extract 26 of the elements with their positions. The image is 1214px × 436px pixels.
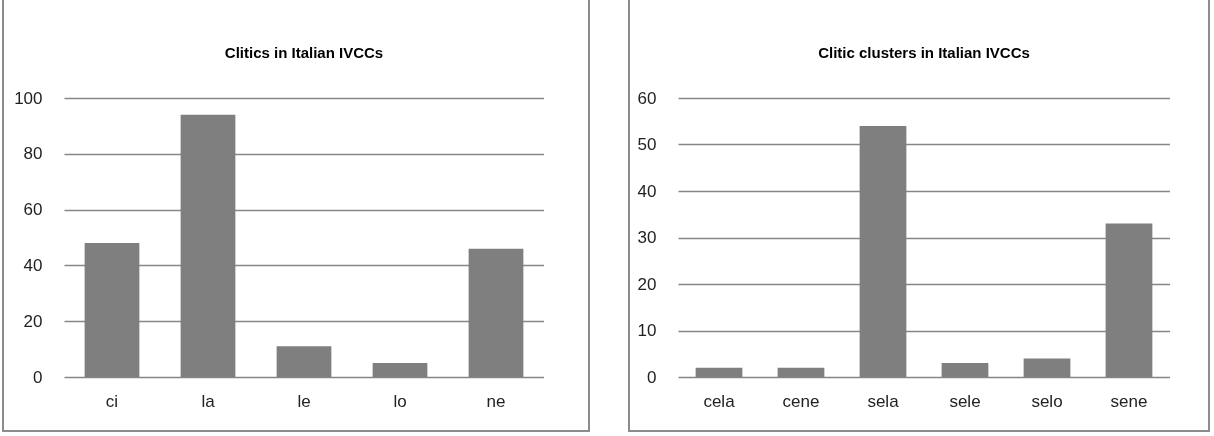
x-tick-label: selo (1031, 391, 1063, 411)
y-tick-label: 40 (637, 181, 657, 201)
y-tick-label: 0 (33, 367, 43, 387)
x-tick-label: ci (105, 391, 119, 411)
y-tick-label: 100 (14, 88, 43, 108)
x-tick-label: sele (949, 391, 981, 411)
x-tick-label: lo (393, 391, 407, 411)
y-tick-label: 10 (637, 321, 657, 340)
x-tick-label: le (297, 391, 311, 411)
x-tick-label: cela (703, 391, 736, 411)
chart-title: Clitics in Italian IVCCs (224, 44, 384, 61)
x-tick-label: cene (782, 391, 820, 411)
y-tick-label: 30 (637, 228, 657, 247)
y-tick-label: 50 (637, 135, 657, 154)
y-tick-label: 20 (637, 274, 657, 294)
y-tick-label: 60 (23, 200, 43, 220)
y-tick-label: 60 (637, 88, 657, 108)
y-tick-label: 40 (23, 255, 43, 275)
x-tick-label: sela (867, 391, 900, 411)
y-tick-label: 80 (23, 144, 43, 164)
y-tick-label: 20 (23, 311, 43, 331)
y-tick-label: 0 (647, 367, 657, 387)
x-tick-label: ne (486, 391, 506, 411)
x-tick-label: sene (1110, 391, 1148, 411)
chart-title: Clitic clusters in Italian IVCCs (818, 44, 1030, 61)
x-tick-label: la (201, 391, 216, 411)
